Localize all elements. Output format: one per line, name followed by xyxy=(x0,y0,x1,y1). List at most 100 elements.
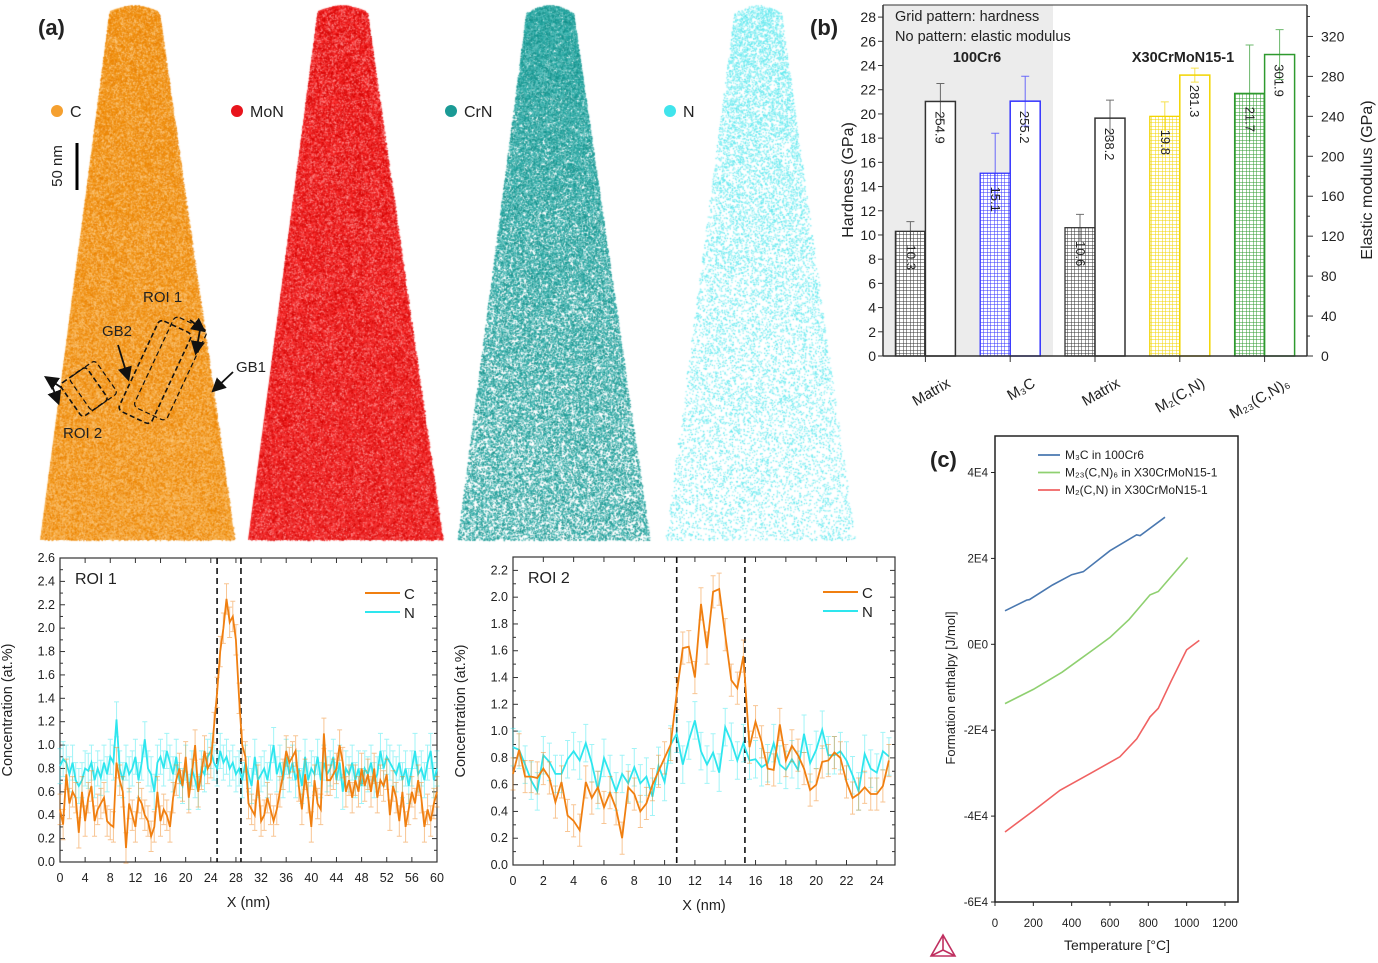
y-tick-label: 10 xyxy=(860,227,876,243)
gb2-arrow xyxy=(117,344,132,382)
y-tick-label: 2.0 xyxy=(38,621,55,635)
x-tick-label: 56 xyxy=(405,871,419,885)
enthalpy-chart: 0 200 400 600 800 1000 1200 4E4 2E4 0E0 -2E4 -4E4 -6… xyxy=(943,435,1239,953)
x-tick-label: 24 xyxy=(870,874,884,888)
y-axis-label: Hardness (GPa) xyxy=(840,122,857,238)
y-tick-label: 1.0 xyxy=(491,724,508,738)
roi2-box-depth xyxy=(69,361,117,411)
y-tick-label: 24 xyxy=(860,58,876,74)
legend-dot-crn xyxy=(445,105,457,117)
error-bar xyxy=(57,748,63,785)
y-tick-label: -4E4 xyxy=(964,811,989,823)
y-tick-label-right: 240 xyxy=(1321,108,1345,124)
y-tick-label: 0 xyxy=(868,348,876,364)
x-tick-label: 2 xyxy=(540,874,547,888)
modulus-bar xyxy=(1094,117,1126,357)
series-line-c xyxy=(512,587,890,839)
panel-label-c: (c) xyxy=(930,447,957,472)
hardness-value-label: 10.6 xyxy=(1073,241,1088,266)
panel-label-b: (b) xyxy=(810,15,838,40)
hardness-value-label: 15.1 xyxy=(988,187,1003,212)
x-tick-label: 40 xyxy=(304,871,318,885)
y-tick-label-right: 80 xyxy=(1321,268,1337,284)
legend-label-1: M₂₃(C,N)₆ in X30CrMoN15-1 xyxy=(1065,466,1218,480)
modulus-error-bar xyxy=(936,82,945,120)
hardness-error-bar xyxy=(1160,101,1169,131)
y-tick-label: 12 xyxy=(860,203,876,219)
series-line-n xyxy=(512,720,890,797)
x-axis-label: Temperature [°C] xyxy=(1064,937,1170,953)
x-tick-label: 6 xyxy=(600,874,607,888)
y-tick-label: 1.8 xyxy=(38,645,55,659)
chart-title: ROI 2 xyxy=(528,570,570,587)
gb1-label: GB1 xyxy=(236,359,266,376)
y-tick-label-right: 0 xyxy=(1321,348,1329,364)
y-tick-label: 0.2 xyxy=(491,831,508,845)
modulus-bar xyxy=(1263,53,1296,357)
modulus-bar xyxy=(924,100,957,357)
y-tick-label: 0E0 xyxy=(968,639,988,651)
x-tick-label: 44 xyxy=(330,871,344,885)
x-tick-label: 36 xyxy=(279,871,293,885)
category-label: M₃C xyxy=(1004,375,1038,405)
hardness-value-label: 10.3 xyxy=(903,245,918,270)
y-axis-label: Concentration (at.%) xyxy=(0,644,16,777)
plot-frame xyxy=(512,556,896,866)
error-bar xyxy=(434,750,440,787)
modulus-error-bar xyxy=(1021,75,1030,127)
x-tick-label: 20 xyxy=(179,871,193,885)
y-tick-label: 26 xyxy=(860,33,876,49)
y-axis-label-right: Elastic modulus (GPa) xyxy=(1359,100,1376,259)
plot-frame xyxy=(994,435,1239,903)
x-tick-label: 1200 xyxy=(1212,918,1238,930)
legend-label-0: M₃C in 100Cr6 xyxy=(1065,448,1144,462)
roi2-axis-arrow xyxy=(44,376,63,390)
hardness-bar xyxy=(894,230,927,357)
y-tick-label: 0.4 xyxy=(491,804,508,818)
y-tick-label: 6 xyxy=(868,275,876,291)
legend-label-c: C xyxy=(70,104,82,121)
y-tick-label: 2.4 xyxy=(38,574,55,588)
x-tick-label: 4 xyxy=(570,874,577,888)
x-tick-label: 8 xyxy=(631,874,638,888)
x-tick-label: 28 xyxy=(229,871,243,885)
y-tick-label-right: 40 xyxy=(1321,308,1337,324)
y-axis-label: Concentration (at.%) xyxy=(453,645,469,778)
category-label: M₂(C,N) xyxy=(1152,375,1207,417)
roi1-axis-arrow xyxy=(190,329,206,356)
x-tick-label: 1000 xyxy=(1174,918,1200,930)
atom-maps-canvas xyxy=(0,0,1378,545)
y-tick-label: 4E4 xyxy=(968,468,989,480)
roi1-label: ROI 1 xyxy=(143,289,182,306)
y-tick-label: 8 xyxy=(868,251,876,267)
scale-bar-label: 50 nm xyxy=(49,145,66,187)
y-tick-label: 2.2 xyxy=(38,598,55,612)
x-tick-label: 14 xyxy=(718,874,732,888)
x-tick-label: 4 xyxy=(82,871,89,885)
y-tick-label: 2.6 xyxy=(38,551,55,565)
note-modulus: No pattern: elastic modulus xyxy=(895,29,1071,45)
y-tick-label: 1.4 xyxy=(491,671,508,685)
legend-label-2: M₂(C,N) in X30CrMoN15-1 xyxy=(1065,483,1208,497)
y-tick-label: 4 xyxy=(868,300,876,316)
legend-label-crn: CrN xyxy=(464,104,492,121)
legend-label-n: N xyxy=(862,604,873,621)
error-bar xyxy=(57,793,63,826)
legend-dot-n xyxy=(664,105,676,117)
y-tick-label: 0.8 xyxy=(38,761,55,775)
y-tick-label: 2.2 xyxy=(491,563,508,577)
legend-dot-mon xyxy=(231,105,243,117)
x-tick-label: 800 xyxy=(1139,918,1158,930)
modulus-value-label: 281.3 xyxy=(1187,85,1202,118)
note-hardness: Grid pattern: hardness xyxy=(895,9,1039,25)
legend-dot-c xyxy=(51,105,63,117)
y-tick-label: 0.0 xyxy=(491,858,508,872)
x-tick-label: 52 xyxy=(380,871,394,885)
legend-label-c: C xyxy=(862,585,873,602)
category-label: Matrix xyxy=(910,374,954,409)
modulus-value-label: 301.9 xyxy=(1272,64,1287,97)
series-line-1 xyxy=(1004,556,1189,705)
modulus-error-bar xyxy=(1190,67,1199,83)
bar-chart: 10.3 254.9 Matrix 15.1 255.2 M₃C 10.6 238.2 Matr… xyxy=(840,4,1376,423)
x-tick-label: 20 xyxy=(809,874,823,888)
